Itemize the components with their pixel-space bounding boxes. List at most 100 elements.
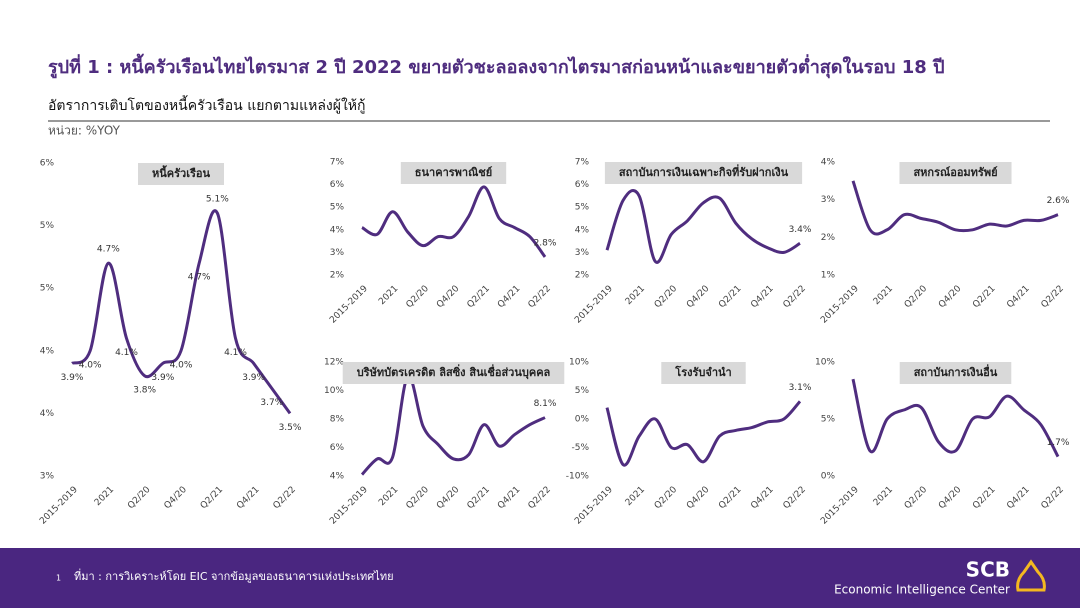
chart-title: โรงรับจำนำ <box>674 365 731 379</box>
y-tick-label: 2% <box>330 271 345 281</box>
value-label: 3.4% <box>789 225 812 235</box>
value-label: 4.7% <box>97 245 120 255</box>
x-tick-label: Q4/20 <box>937 284 964 311</box>
y-tick-label: 4% <box>821 158 836 168</box>
value-label: 3.5% <box>279 423 302 433</box>
x-tick-label: 2021 <box>624 485 647 508</box>
x-tick-label: Q2/22 <box>1040 284 1066 310</box>
y-tick-label: 8% <box>330 415 345 425</box>
x-tick-label: 2015-2019 <box>328 485 370 527</box>
x-tick-label: 2021 <box>377 284 400 307</box>
value-label: 4.1% <box>115 348 138 358</box>
x-tick-label: Q2/22 <box>527 284 553 310</box>
x-tick-label: Q4/21 <box>749 485 775 511</box>
x-tick-label: 2015-2019 <box>573 485 615 527</box>
x-tick-label: 2021 <box>93 485 116 508</box>
y-tick-label: 4% <box>40 409 55 419</box>
value-label: 2.8% <box>534 238 557 248</box>
chart-title: สถาบันการเงินเฉพาะกิจที่รับฝากเงิน <box>619 164 789 179</box>
x-tick-label: 2015-2019 <box>38 485 80 527</box>
y-tick-label: 6% <box>330 443 345 453</box>
x-tick-label: Q2/21 <box>971 485 997 511</box>
value-label: 1.7% <box>1047 438 1070 448</box>
value-label: 3.9% <box>151 373 174 383</box>
x-tick-label: 2015-2019 <box>819 284 861 326</box>
y-tick-label: 5% <box>575 386 590 396</box>
chart-title-box <box>342 362 565 384</box>
x-tick-label: 2015-2019 <box>819 485 861 527</box>
y-tick-label: 5% <box>330 203 345 213</box>
x-tick-label: 2021 <box>624 284 647 307</box>
y-tick-label: 4% <box>330 225 345 235</box>
x-tick-label: Q2/22 <box>527 485 553 511</box>
x-tick-label: Q2/21 <box>466 485 492 511</box>
y-tick-label: 7% <box>330 158 345 168</box>
x-tick-label: Q4/20 <box>937 485 964 512</box>
value-label: 4.1% <box>224 348 247 358</box>
value-label: 4.0% <box>79 360 102 370</box>
value-label: 4.0% <box>170 360 193 370</box>
x-tick-label: Q2/20 <box>126 485 153 512</box>
x-tick-label: 2021 <box>872 284 895 307</box>
value-label: 3.9% <box>242 373 265 383</box>
subtitle: อัตราการเติบโตของหนี้ครัวเรือน แยกตามแหล… <box>48 95 366 114</box>
y-tick-label: 3% <box>330 248 345 258</box>
chart-title: ธนาคารพาณิชย์ <box>415 166 492 179</box>
x-tick-label: Q4/21 <box>496 485 522 511</box>
chart-title-box <box>899 362 1012 384</box>
y-tick-label: 7% <box>575 158 590 168</box>
unit: หน่วย: %YOY <box>48 124 121 138</box>
y-tick-label: 0% <box>575 415 590 425</box>
y-tick-label: 5% <box>821 415 836 425</box>
y-tick-label: 5% <box>575 203 590 213</box>
x-tick-label: Q4/21 <box>496 284 522 310</box>
x-tick-label: Q2/20 <box>653 485 680 512</box>
value-label: 3.7% <box>260 398 283 408</box>
x-tick-label: Q4/20 <box>685 485 712 512</box>
value-label: 2.6% <box>1047 196 1070 206</box>
x-tick-label: Q2/22 <box>1040 485 1066 511</box>
line <box>851 180 1059 236</box>
line <box>605 189 801 264</box>
chart-title-box <box>661 362 746 384</box>
line <box>361 185 547 258</box>
logo: SCB <box>966 558 1010 582</box>
line <box>71 209 292 415</box>
x-tick-label: Q4/20 <box>685 284 712 311</box>
line <box>605 400 802 467</box>
y-tick-label: 6% <box>330 180 345 190</box>
y-tick-label: 4% <box>330 472 345 482</box>
y-tick-label: 0% <box>821 472 836 482</box>
line <box>360 374 546 476</box>
y-tick-label: 10% <box>815 358 835 368</box>
x-tick-label: Q2/20 <box>653 284 680 311</box>
y-tick-label: -10% <box>566 472 590 482</box>
footer-band <box>0 548 1080 608</box>
y-tick-label: 3% <box>40 472 55 482</box>
x-tick-label: Q2/21 <box>717 485 743 511</box>
logo-subtitle: Economic Intelligence Center <box>834 583 1010 597</box>
x-tick-label: Q4/20 <box>435 485 462 512</box>
value-label: 3.9% <box>61 373 84 383</box>
x-tick-label: Q2/20 <box>405 485 432 512</box>
x-tick-label: Q2/21 <box>199 485 225 511</box>
y-tick-label: 3% <box>575 248 590 258</box>
y-tick-label: 5% <box>40 284 55 294</box>
chart-title: หนี้ครัวเรือน <box>152 165 210 180</box>
x-tick-label: Q2/22 <box>782 284 808 310</box>
source: ที่มา : การวิเคราะห์โดย EIC จากข้อมูลของ… <box>74 568 394 583</box>
x-tick-label: Q4/20 <box>163 485 190 512</box>
y-tick-label: 1% <box>821 271 836 281</box>
y-tick-label: 10% <box>569 358 589 368</box>
x-tick-label: Q2/21 <box>717 284 743 310</box>
x-tick-label: 2021 <box>872 485 895 508</box>
x-tick-label: Q2/22 <box>272 485 298 511</box>
y-tick-label: 4% <box>575 225 590 235</box>
x-tick-label: Q4/20 <box>435 284 462 311</box>
line <box>851 378 1060 458</box>
x-tick-label: 2015-2019 <box>573 284 615 326</box>
x-tick-label: Q4/21 <box>1005 485 1031 511</box>
chart-title-box <box>400 162 507 184</box>
x-tick-label: 2021 <box>377 485 400 508</box>
